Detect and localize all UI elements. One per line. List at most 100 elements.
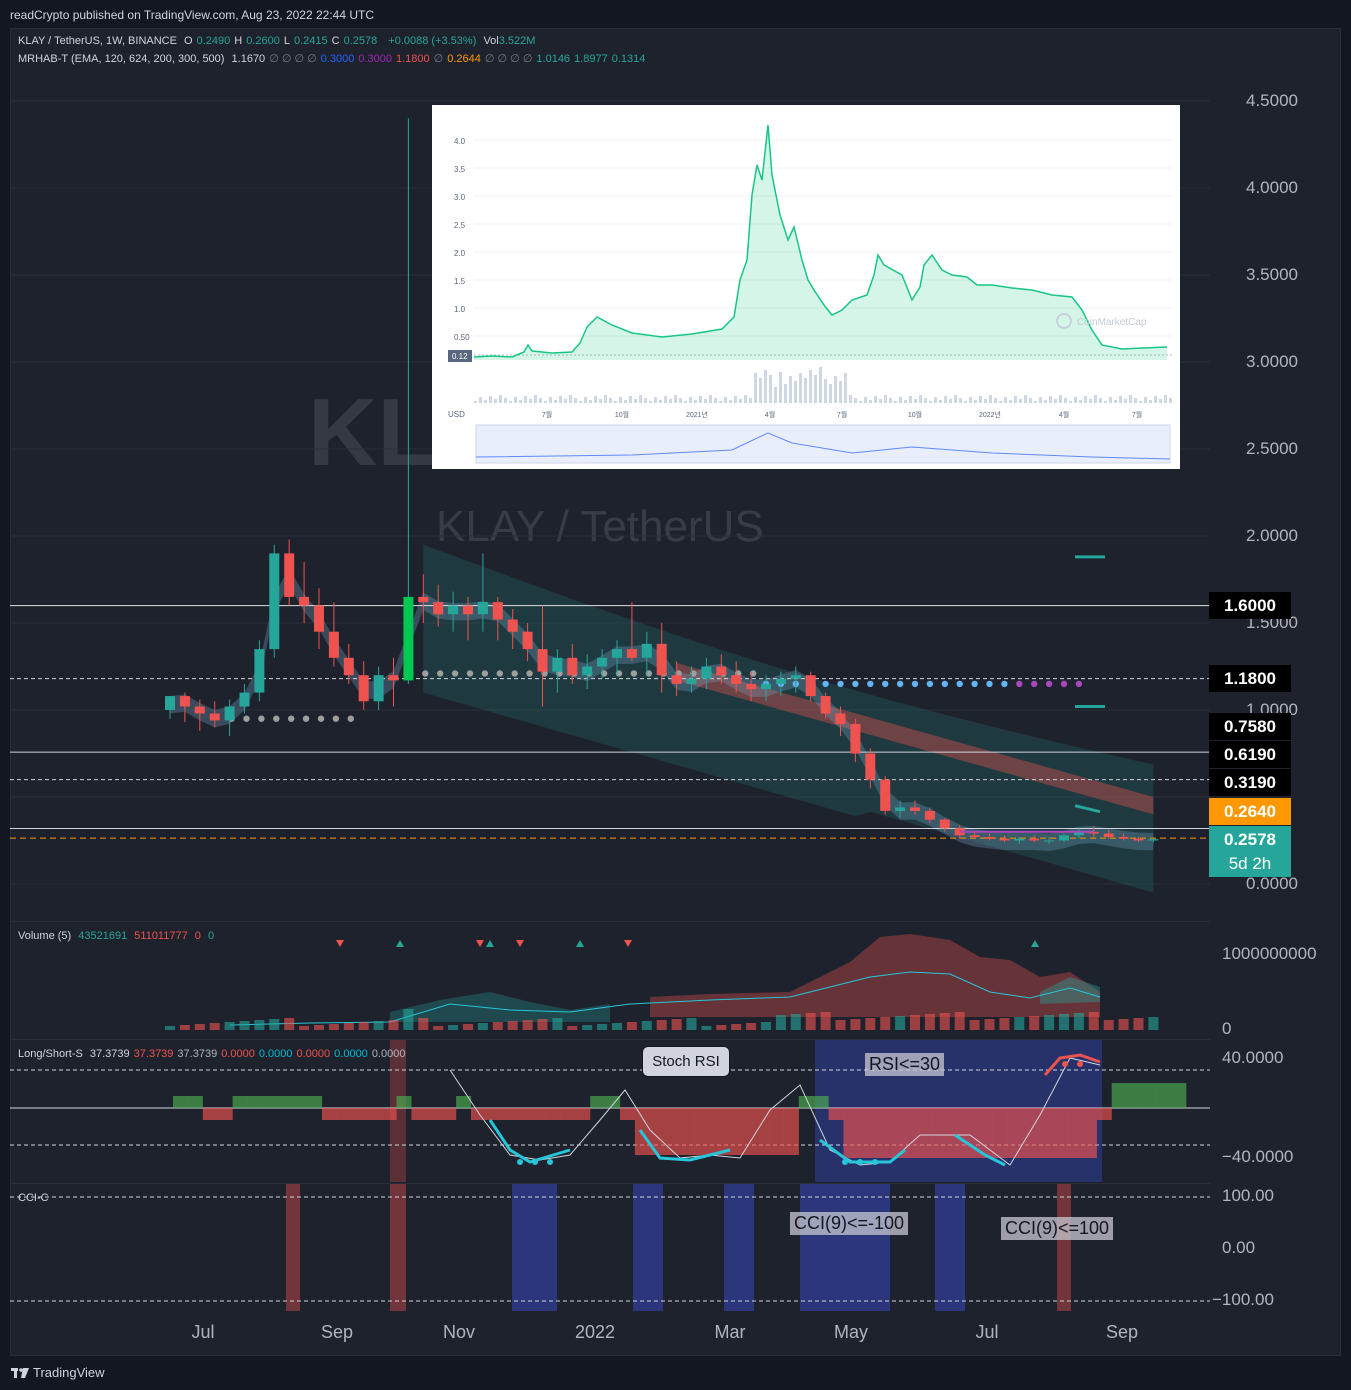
inset-volume-bar: [909, 396, 912, 403]
inset-volume-bar: [1144, 397, 1147, 403]
ma-dot: [481, 670, 489, 677]
cci-highlight: [390, 1184, 406, 1311]
time-tick: Mar: [714, 1322, 746, 1342]
cmc-logo-icon: [1056, 313, 1072, 329]
inset-volume-bar: [944, 396, 947, 403]
signal-marker: [576, 940, 584, 947]
inset-volume-bar: [609, 398, 612, 403]
inset-volume-bar: [1079, 400, 1082, 403]
inset-currency: USD: [448, 410, 465, 419]
ls-bar: [173, 1096, 188, 1108]
candle-body: [179, 696, 190, 707]
volume-pane[interactable]: Volume (5) 43521691 511011777 0 0: [10, 921, 1210, 1038]
volume-bar: [373, 1021, 384, 1030]
inset-volume-bar: [709, 395, 712, 403]
candle-body: [537, 649, 548, 672]
candle-body: [567, 657, 578, 676]
indicator-value: 0.3000: [358, 53, 392, 65]
volume-bar: [805, 1013, 816, 1030]
ls-bar: [1081, 1108, 1097, 1158]
ma-dot: [451, 670, 459, 677]
inset-volume-bar: [739, 399, 742, 403]
price-pane[interactable]: KLAY KLAY / TetherUS KLAY / TetherUS, 1W…: [10, 28, 1210, 920]
inset-volume-bar: [1024, 395, 1027, 403]
ls-bar: [202, 1108, 218, 1120]
indicator-value: 1.1800: [396, 53, 430, 65]
ohlc-label-l: L: [283, 35, 290, 47]
volume-bar: [418, 1018, 429, 1030]
ls-bar: [217, 1108, 233, 1120]
rsi-note: RSI<=30: [865, 1053, 945, 1076]
change-value: +0.0088 (+3.53%): [388, 35, 477, 47]
ls-bar: [381, 1108, 397, 1120]
inset-volume-bar: [479, 397, 482, 403]
ls-bar: [694, 1108, 710, 1155]
inset-source: CoinMarketCap: [1077, 317, 1147, 328]
inset-volume-bar: [664, 396, 667, 403]
volume-bar: [612, 1023, 622, 1030]
ls-bar: [1067, 1108, 1082, 1158]
volume-bar: [477, 1023, 488, 1030]
price-tick: 0.0000: [1246, 874, 1298, 893]
ma-dot: [1016, 680, 1023, 688]
inset-volume-bar: [619, 397, 622, 403]
candle-body: [314, 605, 324, 632]
inset-volume-bar: [1129, 395, 1132, 403]
inset-y-tick: 3.5: [454, 165, 466, 174]
ls-values: 37.3739 37.3739 37.3739 0.0000 0.0000 0.0000 0…: [90, 1048, 410, 1060]
cci-pane[interactable]: CCI-C: [10, 1183, 1210, 1313]
watermark-symbol: KLAY / TetherUS: [436, 502, 764, 551]
indicator-values: 1.1670 ∅ ∅ ∅ ∅ 0.3000 0.3000 1.1800 ∅ 0.2644 ∅ …: [232, 53, 650, 65]
inset-volume-bar: [489, 396, 492, 403]
ls-bar: [709, 1108, 725, 1155]
inset-volume-bar: [689, 397, 692, 403]
inset-volume-bar: [699, 396, 702, 403]
candle-body: [1148, 839, 1159, 841]
ohlc-value-o: 0.2490: [196, 35, 231, 47]
volume-bar: [552, 1018, 563, 1030]
ma-dot: [867, 680, 874, 688]
ls-bar: [560, 1108, 576, 1120]
candle-body: [1118, 837, 1129, 839]
inset-x-tick: 10월: [615, 410, 629, 419]
ma-dot: [258, 715, 265, 722]
inset-volume-bar: [584, 397, 587, 403]
candle-body: [284, 553, 295, 597]
candle-body: [194, 706, 205, 714]
ls-bar: [426, 1108, 442, 1120]
inset-volume-bar: [799, 373, 802, 403]
cci-highlight: [633, 1184, 663, 1311]
inset-volume-bar: [914, 399, 917, 403]
volume-bar: [626, 1022, 637, 1030]
time-tick: Sep: [1105, 1322, 1139, 1342]
inset-volume-bar: [889, 398, 892, 403]
inset-volume-bar: [969, 397, 972, 403]
inset-volume-bar: [539, 398, 542, 403]
candle-body: [969, 835, 980, 838]
inset-volume-bar: [514, 397, 517, 403]
long-short-pane[interactable]: Long/Short-S 37.3739 37.3739 37.3739 0.0000…: [10, 1039, 1210, 1182]
cci-note-low: CCI(9)<=-100: [790, 1212, 909, 1235]
candle-body: [597, 657, 608, 667]
volume-bar: [969, 1020, 980, 1030]
candle-body: [254, 649, 265, 693]
price-tag: 0.7580: [1209, 713, 1291, 740]
volume-bar: [924, 1014, 935, 1030]
inset-volume-bar: [1134, 398, 1137, 403]
ma-dot: [956, 680, 963, 688]
signal-marker: [396, 940, 404, 947]
inset-volume-bar: [714, 398, 717, 403]
candle-body: [656, 643, 667, 676]
inset-volume-bar: [589, 400, 592, 403]
volume-bar: [910, 1015, 920, 1030]
ls-bar: [992, 1108, 1008, 1158]
ls-bar: [754, 1108, 770, 1155]
inset-volume-bar: [1074, 397, 1077, 403]
inset-volume-bar: [1019, 399, 1022, 403]
inset-volume-bar: [529, 399, 532, 403]
inset-volume-bar: [779, 372, 782, 403]
ls-bar: [1007, 1108, 1023, 1158]
ls-bar: [575, 1108, 591, 1120]
inset-volume-bar: [939, 400, 942, 403]
candle-body: [999, 838, 1010, 841]
